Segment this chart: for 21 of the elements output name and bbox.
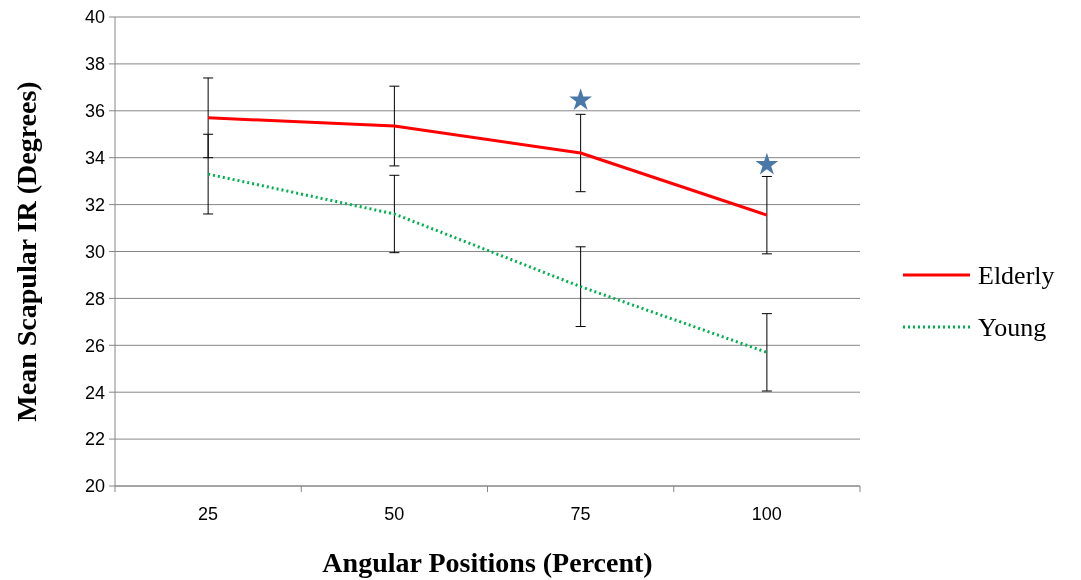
- y-tick-label: 36: [84, 101, 105, 122]
- y-tick-label: 28: [84, 288, 105, 309]
- x-tick-label: 75: [570, 504, 591, 524]
- legend-label: Young: [978, 313, 1047, 343]
- y-tick-label: 40: [84, 7, 105, 28]
- y-tick-label: 20: [84, 476, 105, 497]
- y-tick-label: 32: [84, 194, 105, 215]
- x-tick-label: 50: [384, 504, 405, 524]
- y-tick-label: 38: [84, 54, 105, 75]
- line-series: [206, 172, 769, 354]
- y-tick-label: 30: [84, 241, 105, 262]
- x-axis-title: Angular Positions (Percent): [322, 547, 653, 578]
- y-tick-label: 26: [84, 335, 105, 356]
- y-axis-title: Mean Scapular IR (Degrees): [11, 81, 42, 422]
- x-tick-label: 25: [198, 504, 219, 524]
- y-tick-label: 34: [84, 148, 105, 168]
- y-tick-label: 22: [84, 429, 105, 450]
- legend-label: Elderly: [978, 261, 1055, 291]
- x-tick-label: 100: [751, 504, 782, 524]
- y-tick-label: 24: [84, 382, 105, 403]
- line-series: [206, 116, 769, 217]
